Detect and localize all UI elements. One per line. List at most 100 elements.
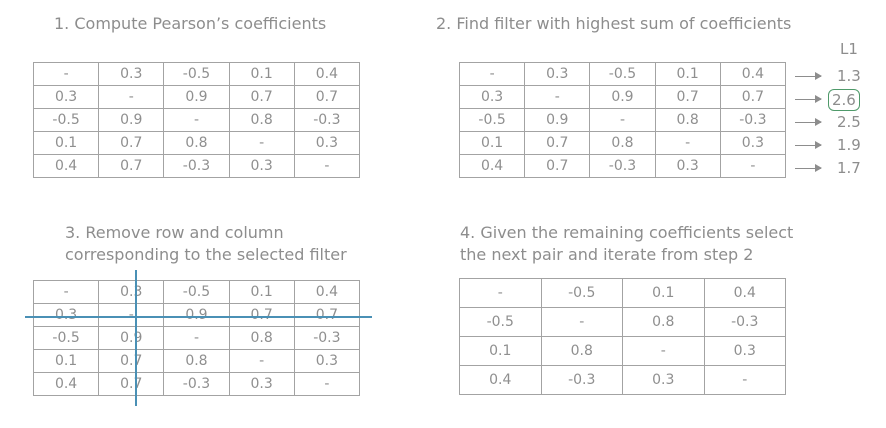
l1-value: 1.9 — [837, 136, 861, 154]
matrix-cell: - — [459, 278, 542, 308]
matrix-cell: - — [32, 280, 100, 304]
matrix-cell: 0.8 — [654, 108, 721, 132]
matrix-cell: 0.4 — [703, 278, 786, 308]
matrix-cell: 0.9 — [98, 326, 165, 350]
table-row: -0.3 -0.5 0.1 0.4 — [32, 62, 361, 86]
matrix-cell: 0.7 — [98, 349, 165, 373]
matrix-cell: -0.3 — [163, 372, 230, 396]
l1-header: L1 — [840, 40, 858, 58]
matrix-cell: - — [228, 131, 295, 155]
arrow-icon — [795, 118, 822, 126]
matrix-cell: 0.9 — [163, 303, 230, 327]
step-1-title: 1. Compute Pearson’s coefficients — [54, 14, 327, 33]
matrix-cell: 0.4 — [293, 280, 361, 304]
column-strike-line — [135, 270, 137, 406]
table-row: -0.5 0.9-0.8 -0.3 — [32, 326, 361, 350]
arrow-icon — [795, 141, 822, 149]
table-row: 0.4 0.7 -0.3 0.3- — [32, 372, 361, 396]
matrix-cell: 0.4 — [32, 154, 100, 178]
table-row: 0.4 0.7 -0.3 0.3- — [32, 154, 361, 178]
l1-value: 1.7 — [837, 159, 861, 177]
matrix-cell: -0.5 — [163, 62, 230, 86]
table-row: -0.3 -0.5 0.1 0.4 — [32, 280, 361, 304]
matrix-cell: 0.4 — [719, 62, 787, 86]
matrix-cell: 0.4 — [459, 365, 542, 395]
l1-value: 2.5 — [837, 113, 861, 131]
matrix-cell: 0.3 — [719, 131, 787, 155]
matrix-cell: 0.7 — [228, 85, 295, 109]
matrix-cell: -0.3 — [589, 154, 656, 178]
matrix-cell: -0.3 — [293, 326, 361, 350]
matrix-cell: - — [654, 131, 721, 155]
matrix-cell: -0.3 — [540, 365, 623, 395]
matrix-cell: -0.5 — [163, 280, 230, 304]
matrix-cell: 0.3 — [98, 280, 165, 304]
table-row: 0.1 0.8-0.3 — [459, 336, 786, 366]
matrix-cell: -0.5 — [459, 307, 542, 337]
matrix-cell: -0.5 — [32, 108, 100, 132]
matrix-cell: 0.8 — [622, 307, 705, 337]
table-row: -0.5 0.9-0.8 -0.3 — [32, 108, 361, 132]
matrix-cell: 0.8 — [228, 326, 295, 350]
matrix-cell: 0.3 — [458, 85, 526, 109]
matrix-cell: 0.9 — [163, 85, 230, 109]
matrix-cell: 0.1 — [228, 280, 295, 304]
matrix-cell: 0.1 — [459, 336, 542, 366]
matrix-cell: 0.9 — [524, 108, 591, 132]
matrix-cell: - — [32, 62, 100, 86]
matrix-cell: 0.4 — [293, 62, 361, 86]
matrix-step-1: -0.3 -0.5 0.1 0.4 0.3-0.9 0.7 0.7 -0.5 0.9-0.8 -0… — [32, 62, 361, 178]
table-row: 0.4 -0.3 0.3- — [459, 365, 786, 395]
matrix-cell: 0.1 — [622, 278, 705, 308]
matrix-cell: - — [98, 85, 165, 109]
matrix-cell: 0.3 — [228, 372, 295, 396]
matrix-cell: 0.4 — [458, 154, 526, 178]
matrix-cell: 0.9 — [589, 85, 656, 109]
matrix-cell: - — [719, 154, 787, 178]
table-row: 0.3-0.9 0.7 0.7 — [458, 85, 787, 109]
l1-value-selected: 2.6 — [828, 89, 860, 111]
matrix-cell: 0.3 — [32, 303, 100, 327]
matrix-cell: 0.3 — [703, 336, 786, 366]
matrix-cell: 0.9 — [98, 108, 165, 132]
matrix-cell: 0.8 — [228, 108, 295, 132]
matrix-cell: - — [293, 372, 361, 396]
matrix-cell: 0.7 — [98, 372, 165, 396]
matrix-cell: 0.7 — [524, 131, 591, 155]
table-row: -0.5 0.9-0.8 -0.3 — [458, 108, 787, 132]
matrix-cell: 0.3 — [293, 131, 361, 155]
matrix-cell: 0.3 — [654, 154, 721, 178]
matrix-cell: 0.1 — [458, 131, 526, 155]
matrix-cell: 0.1 — [32, 349, 100, 373]
matrix-cell: - — [458, 62, 526, 86]
matrix-cell: - — [293, 154, 361, 178]
step-3-title: 3. Remove row and column corresponding t… — [65, 223, 347, 264]
matrix-cell: 0.1 — [32, 131, 100, 155]
matrix-cell: - — [703, 365, 786, 395]
matrix-cell: - — [622, 336, 705, 366]
table-row: 0.4 0.7 -0.3 0.3- — [458, 154, 787, 178]
matrix-cell: 0.3 — [622, 365, 705, 395]
matrix-step-2: -0.3 -0.5 0.1 0.4 0.3-0.9 0.7 0.7 -0.5 0.9-0.8 -0… — [458, 62, 787, 178]
arrow-icon — [795, 72, 822, 80]
matrix-cell: -0.3 — [703, 307, 786, 337]
matrix-cell: -0.3 — [719, 108, 787, 132]
matrix-cell: - — [163, 108, 230, 132]
arrow-icon — [795, 95, 822, 103]
matrix-cell: 0.1 — [228, 62, 295, 86]
table-row: 0.1 0.7 0.8-0.3 — [458, 131, 787, 155]
table-row: 0.3-0.9 0.7 0.7 — [32, 85, 361, 109]
table-row: -0.5-0.8 -0.3 — [459, 307, 786, 337]
matrix-cell: 0.7 — [293, 303, 361, 327]
matrix-cell: 0.7 — [654, 85, 721, 109]
matrix-cell: 0.7 — [98, 154, 165, 178]
matrix-cell: - — [163, 326, 230, 350]
matrix-cell: 0.7 — [98, 131, 165, 155]
matrix-cell: 0.7 — [524, 154, 591, 178]
table-row: 0.1 0.7 0.8-0.3 — [32, 131, 361, 155]
matrix-cell: 0.8 — [163, 131, 230, 155]
matrix-cell: 0.4 — [32, 372, 100, 396]
l1-value: 1.3 — [837, 67, 861, 85]
matrix-cell: -0.5 — [589, 62, 656, 86]
row-strike-line — [25, 316, 372, 318]
